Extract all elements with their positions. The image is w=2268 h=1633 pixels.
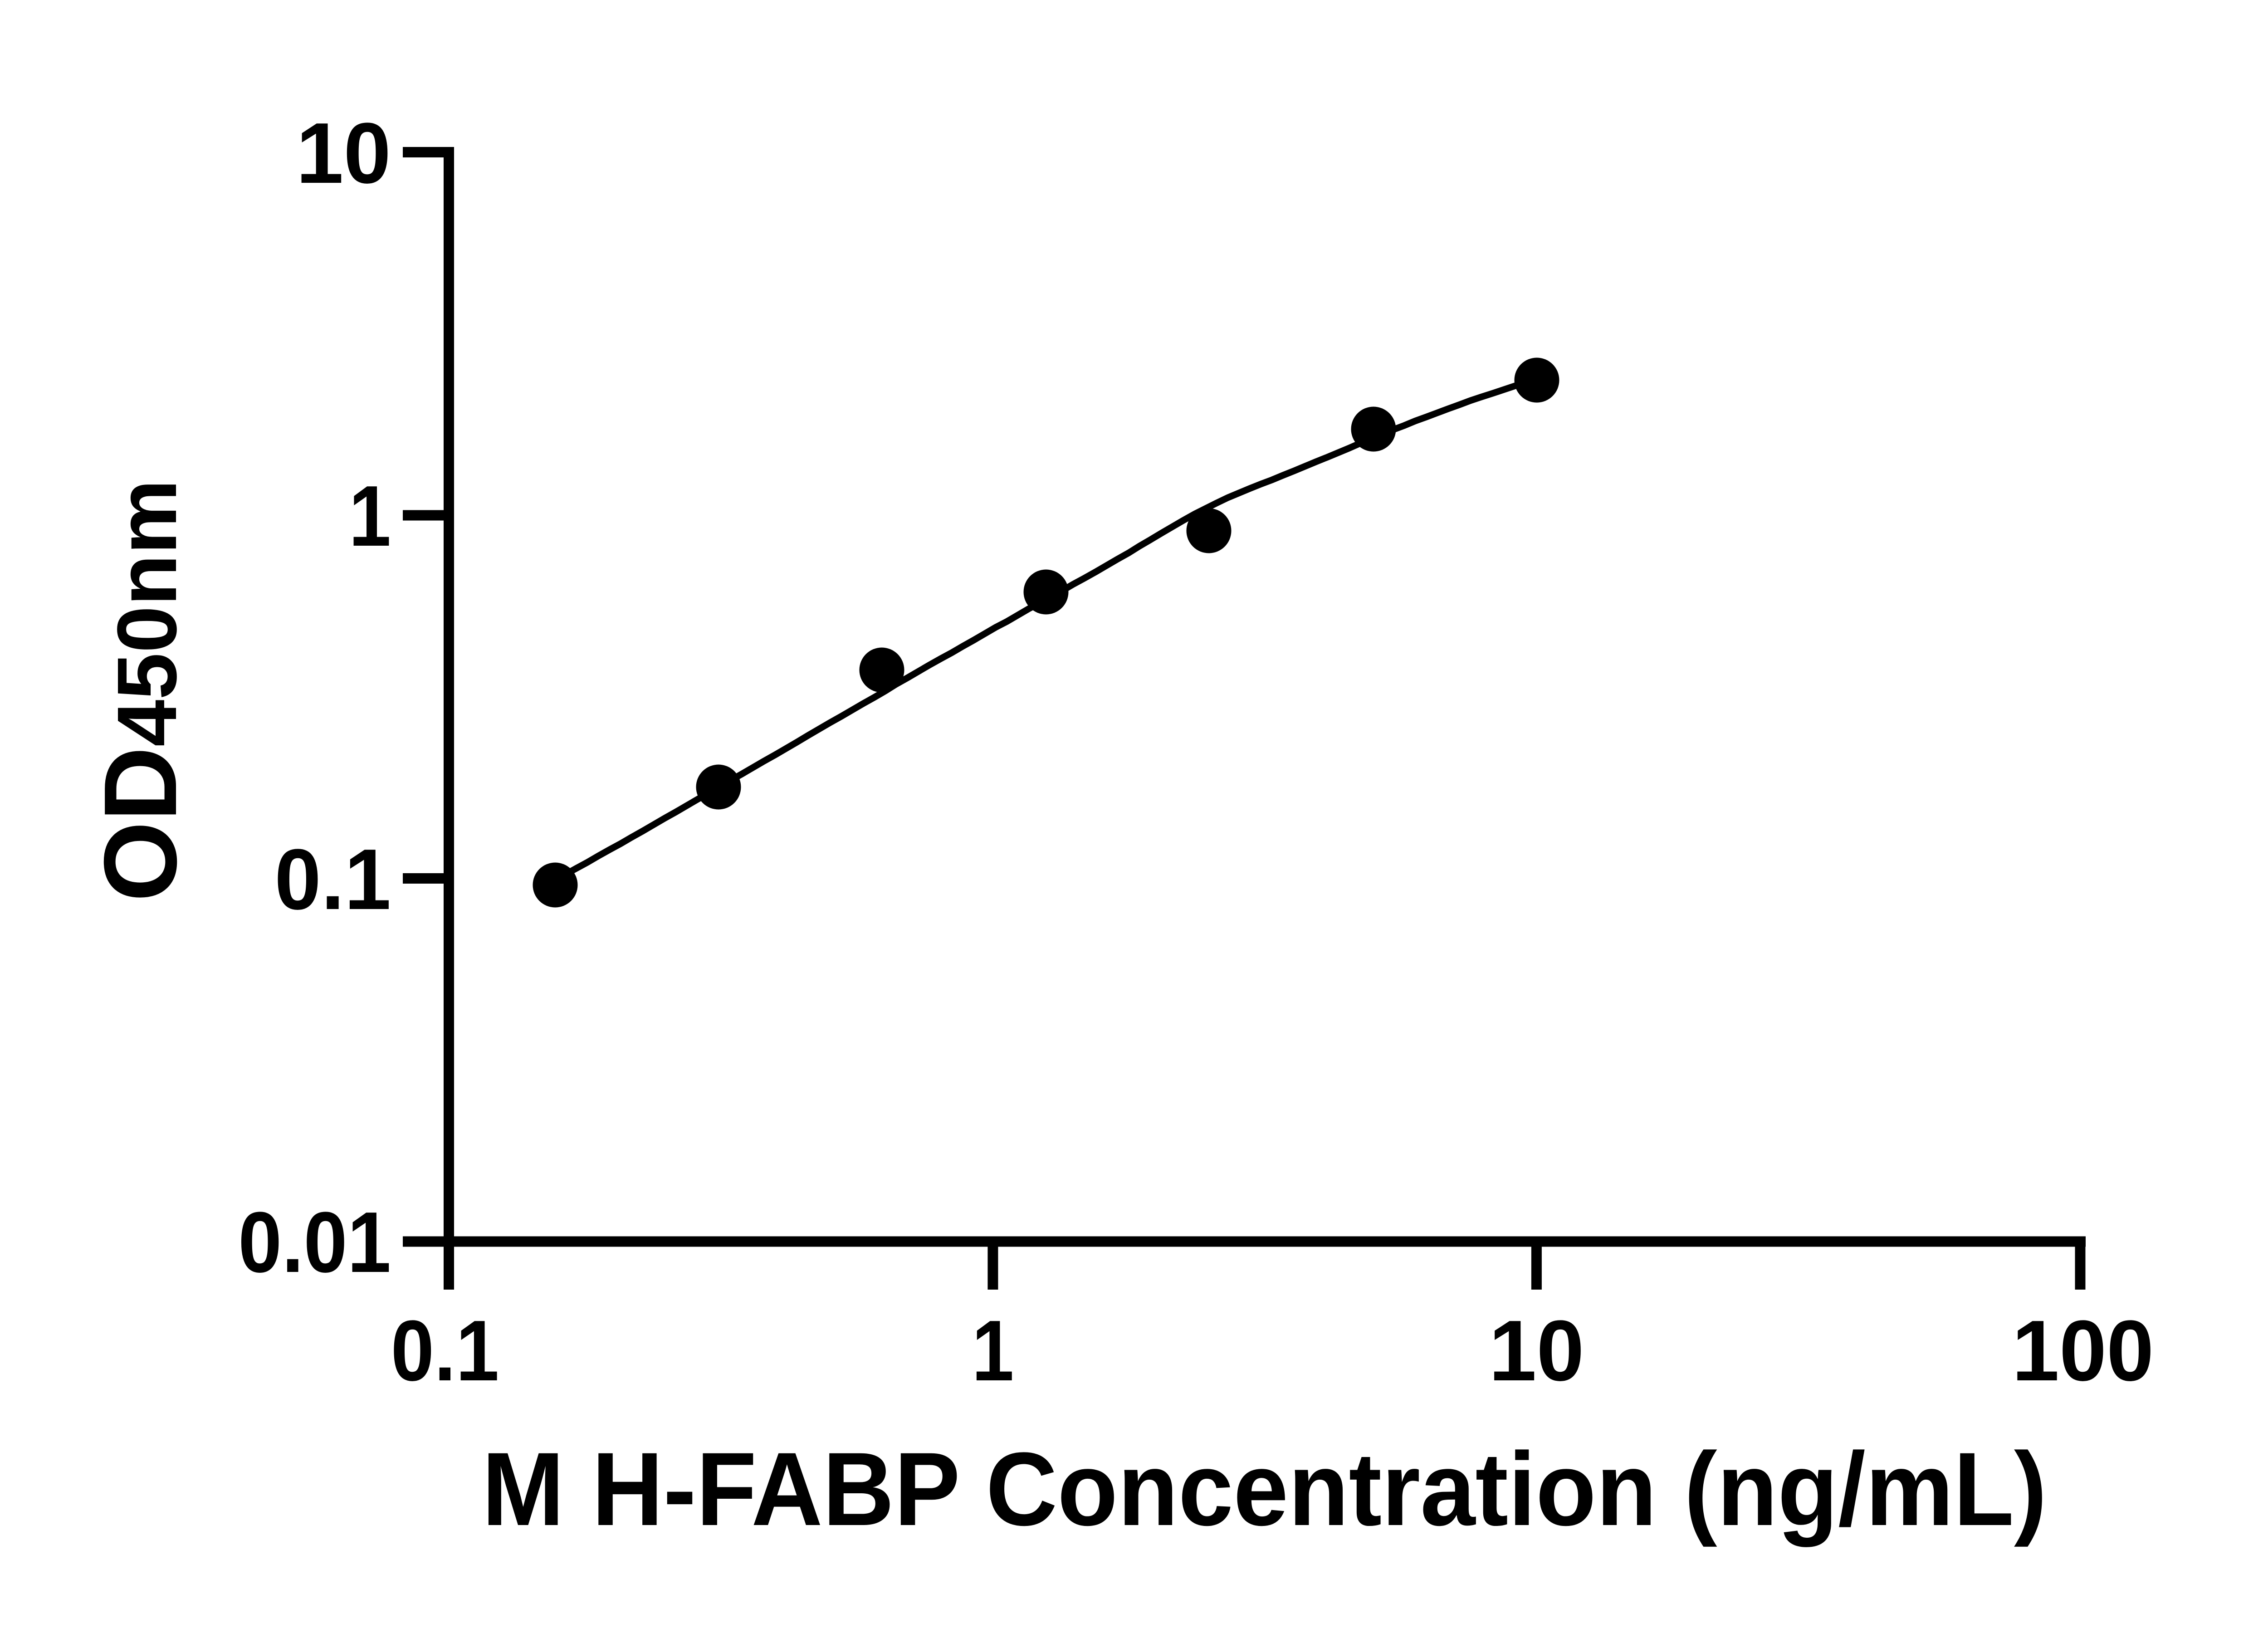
svg-text:0.1: 0.1 <box>391 1303 499 1399</box>
svg-text:1: 1 <box>349 468 391 564</box>
svg-text:10: 10 <box>296 105 391 201</box>
svg-text:M H-FABP Concentration (ng/mL): M H-FABP Concentration (ng/mL) <box>482 1431 2047 1548</box>
svg-text:OD450nm: OD450nm <box>83 479 198 902</box>
svg-text:100: 100 <box>2012 1303 2154 1399</box>
svg-text:0.1: 0.1 <box>274 831 391 928</box>
svg-text:1: 1 <box>972 1302 1014 1398</box>
svg-text:0.01: 0.01 <box>238 1194 391 1291</box>
svg-text:10: 10 <box>1489 1303 1584 1399</box>
